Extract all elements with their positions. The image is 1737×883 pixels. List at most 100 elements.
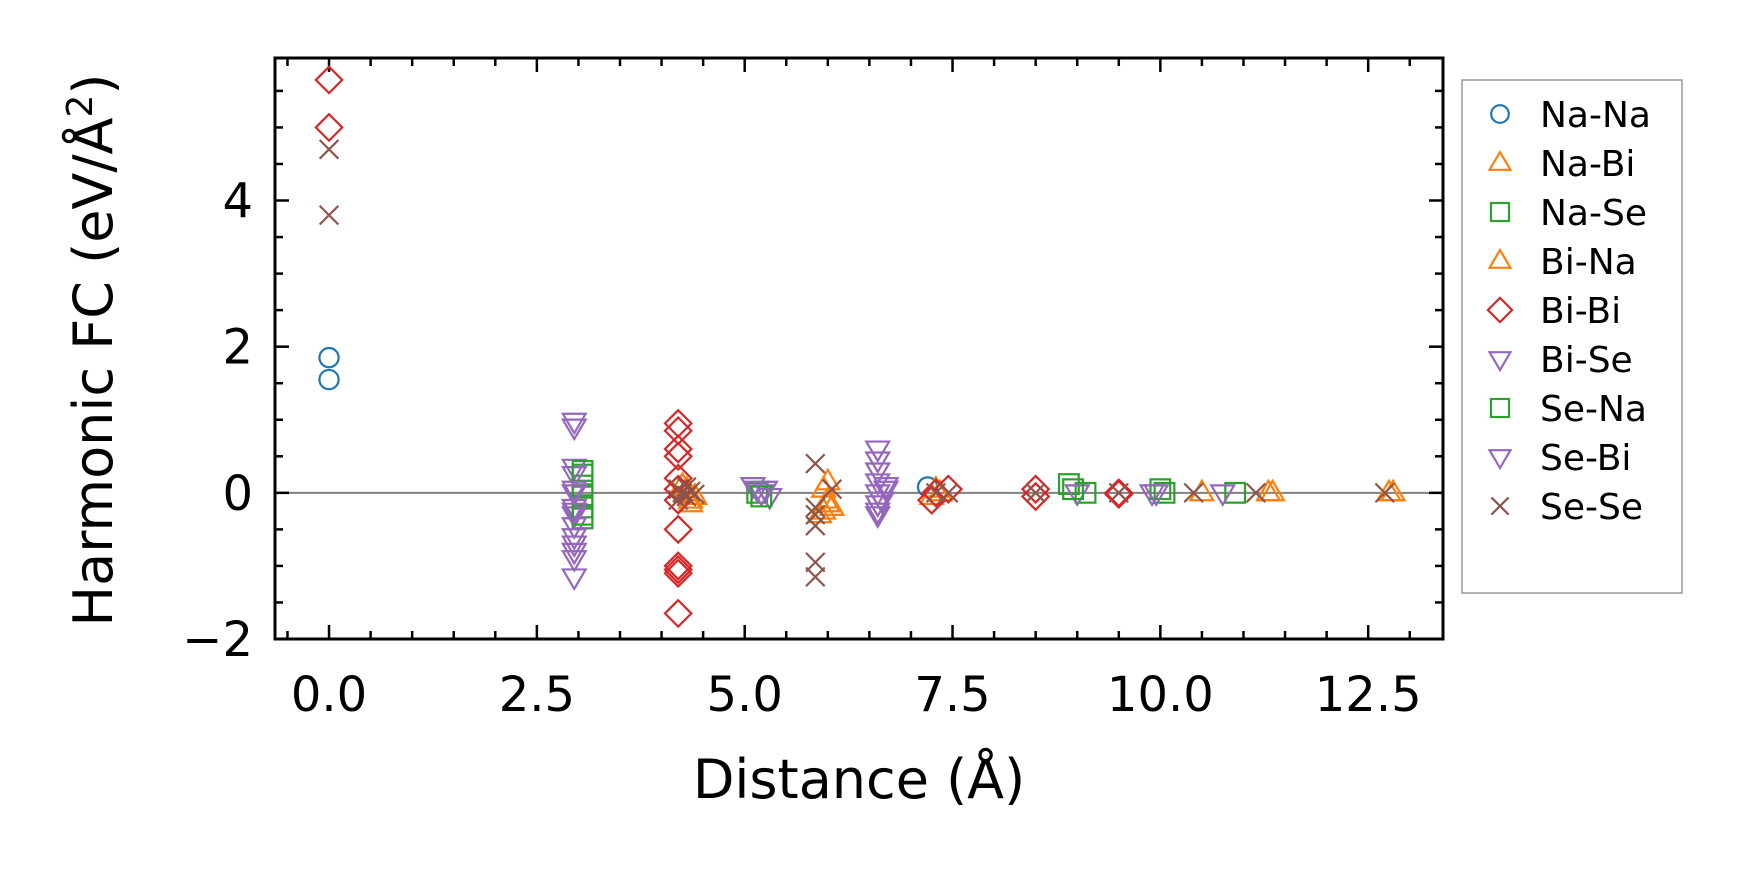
point-bi-bi	[663, 408, 693, 439]
point-bi-bi	[314, 112, 344, 143]
point-na-se	[1074, 481, 1097, 504]
point-bi-se	[560, 418, 588, 442]
x-tick-label: 0.0	[291, 667, 367, 723]
x-tick-label: 5.0	[707, 667, 783, 723]
point-se-na	[750, 485, 773, 508]
y-axis-label-superscript: 2	[60, 95, 101, 118]
point-se-na	[571, 503, 594, 526]
y-tick-label: 2	[222, 320, 253, 376]
x-tick-label: 12.5	[1315, 667, 1422, 723]
legend-marker-na-bi	[1487, 149, 1513, 171]
legend-label-bi-bi: Bi-Bi	[1540, 291, 1621, 332]
legend-label-na-na: Na-Na	[1540, 95, 1651, 136]
point-bi-bi	[663, 551, 693, 581]
point-na-bi	[814, 467, 842, 491]
point-bi-bi	[663, 415, 693, 446]
plot-frame	[273, 56, 1445, 641]
legend: Na-Na Na-Bi Na-Se Bi-Na Bi-Bi Bi-Se Se-Na Se-Bi…	[1461, 79, 1683, 594]
point-bi-se	[560, 550, 588, 573]
point-se-se	[805, 552, 826, 573]
legend-label-se-na: Se-Na	[1540, 389, 1647, 430]
x-tick-label: 2.5	[499, 667, 575, 723]
point-bi-se	[864, 495, 892, 518]
point-bi-bi	[1020, 481, 1051, 512]
point-se-bi	[872, 476, 900, 500]
legend-marker-se-bi	[1487, 449, 1513, 471]
point-se-bi	[560, 480, 588, 504]
point-bi-bi	[1020, 474, 1051, 504]
point-se-bi	[752, 480, 779, 504]
point-bi-se	[560, 528, 588, 551]
point-na-se	[1153, 481, 1176, 504]
y-tick-label: 0	[222, 466, 253, 522]
tick-marks	[275, 58, 1443, 641]
point-se-se	[805, 566, 826, 588]
point-se-se	[805, 453, 826, 474]
point-bi-bi	[314, 65, 344, 95]
point-bi-se	[560, 484, 588, 508]
legend-marker-bi-se	[1487, 351, 1513, 373]
point-bi-bi	[1104, 479, 1134, 510]
point-se-se	[1108, 482, 1129, 503]
point-se-se	[668, 490, 689, 511]
point-bi-se	[560, 535, 588, 559]
series-se-bi	[560, 476, 1170, 526]
x-axis-label: Distance (Å)	[693, 747, 1025, 811]
point-se-se	[676, 476, 697, 498]
x-tick-label: 7.5	[914, 667, 990, 723]
point-bi-se	[748, 484, 775, 508]
series-se-se	[318, 139, 1395, 588]
point-bi-se	[864, 506, 892, 529]
y-tick-label: −2	[182, 612, 253, 668]
point-bi-bi	[663, 441, 693, 472]
point-bi-se	[560, 517, 588, 540]
point-bi-se	[560, 466, 588, 489]
point-bi-se	[560, 568, 588, 592]
point-bi-se	[872, 480, 900, 504]
y-axis-label: Harmonic FC (eV/Å2)	[60, 74, 125, 627]
point-se-se	[805, 515, 826, 536]
point-bi-se	[560, 506, 588, 529]
legend-label-na-bi: Na-Bi	[1540, 144, 1635, 185]
point-se-se	[318, 139, 340, 160]
point-na-na	[318, 346, 340, 369]
point-se-se	[318, 204, 340, 226]
legend-label-bi-na: Bi-Na	[1540, 242, 1637, 283]
y-axis-label-main: Harmonic FC (eV/Å	[61, 117, 125, 626]
legend-marker-na-na	[1490, 104, 1510, 124]
legend-marker-se-na	[1489, 397, 1511, 419]
y-axis-label-close: )	[62, 74, 125, 95]
point-bi-se	[864, 473, 892, 497]
legend-label-se-se: Se-Se	[1540, 487, 1643, 528]
legend-label-bi-se: Bi-Se	[1540, 340, 1633, 381]
point-se-se	[1374, 482, 1395, 503]
point-se-se	[1025, 482, 1046, 503]
y-tick-label: 4	[222, 174, 253, 230]
point-bi-se	[560, 542, 588, 566]
legend-marker-bi-bi	[1486, 296, 1514, 324]
point-se-bi	[1142, 484, 1170, 508]
point-bi-bi	[663, 474, 693, 504]
series-bi-bi	[314, 65, 1134, 629]
legend-label-na-se: Na-Se	[1540, 193, 1647, 234]
point-bi-bi	[663, 463, 693, 493]
point-na-se	[1224, 481, 1247, 504]
point-bi-se	[1209, 484, 1237, 508]
legend-marker-se-se	[1490, 496, 1510, 516]
point-bi-se	[864, 440, 892, 464]
point-se-se	[1245, 482, 1267, 503]
legend-label-se-bi: Se-Bi	[1540, 438, 1631, 479]
point-bi-na	[1259, 478, 1286, 502]
point-se-se	[821, 479, 843, 500]
point-bi-bi	[663, 434, 693, 464]
series-na-na	[318, 346, 939, 498]
x-tick-label: 10.0	[1107, 667, 1214, 723]
point-bi-bi	[663, 598, 693, 629]
series-bi-se	[560, 412, 1237, 592]
point-na-na	[318, 368, 340, 391]
point-bi-se	[864, 462, 892, 486]
legend-marker-na-se	[1489, 201, 1511, 223]
point-se-se	[1183, 482, 1204, 503]
legend-marker-bi-na	[1487, 247, 1513, 269]
